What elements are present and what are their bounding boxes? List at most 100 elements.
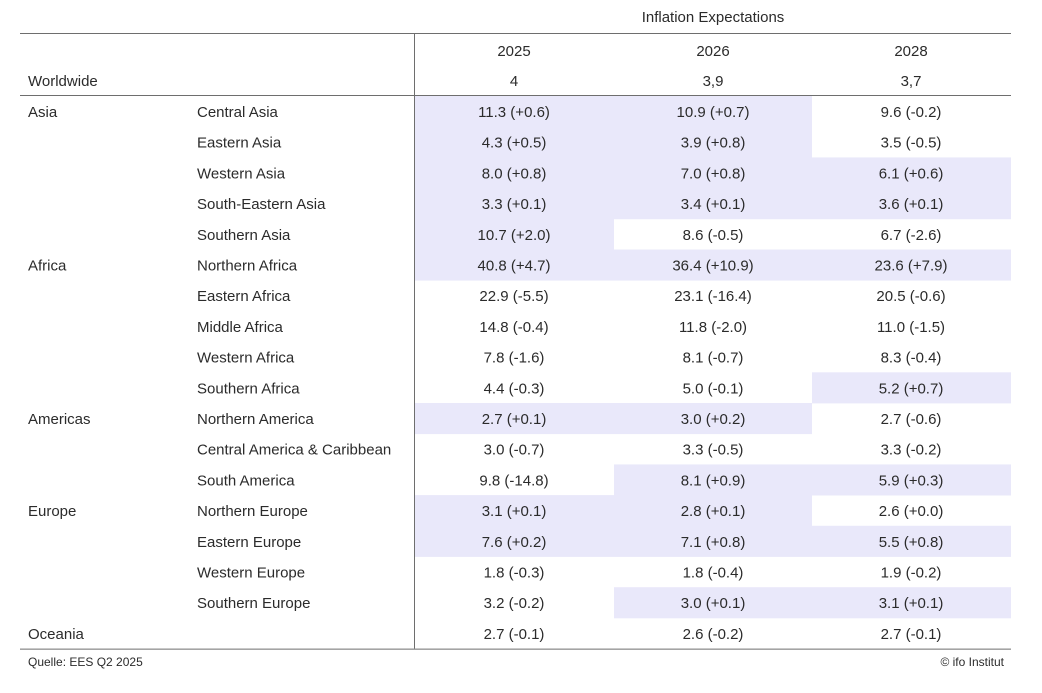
value-cell: 23.1 (-16.4) [674,288,752,305]
table-row: Africa Northern Africa 40.8 (+4.7) 36.4 (+1… [28,258,947,275]
value-cell: 6.7 (-2.6) [881,227,942,244]
worldwide-label: Worldwide [28,73,98,90]
subregion-label: Southern Asia [197,227,291,244]
value-cell: 7.6 (+0.2) [482,534,547,551]
value-cell: 3.0 (+0.2) [681,411,746,428]
highlight-cell [415,96,614,128]
highlight-cell [415,403,614,435]
table-row: Western Africa 7.8 (-1.6) 8.1 (-0.7) 8.3 (-… [197,350,941,367]
value-cell: 2.6 (-0.2) [683,626,744,643]
table-row: Middle Africa 14.8 (-0.4) 11.8 (-2.0) 11.0 … [197,319,945,336]
subregion-label: Western Asia [197,165,286,182]
source-note: Quelle: EES Q2 2025 [28,655,143,669]
highlight-cell [415,126,614,158]
table-row: South America 9.8 (-14.8) 8.1 (+0.9) 5.9 (+… [197,472,943,489]
value-cell: 8.1 (-0.7) [683,350,744,367]
highlight-cell [812,372,1011,404]
highlight-cell [614,157,812,189]
value-cell: 10.9 (+0.7) [677,104,750,121]
value-cell: 4.4 (-0.3) [484,380,545,397]
highlight-cell [415,495,614,527]
region-label: Asia [28,104,58,121]
value-cell: 23.6 (+7.9) [875,258,948,275]
table-row: Asia Central Asia 11.3 (+0.6) 10.9 (+0.7) 9.… [28,104,941,121]
table-title: Inflation Expectations [642,9,785,26]
table-row: Oceania 2.7 (-0.1) 2.6 (-0.2) 2.7 (-0.1) [28,626,941,643]
value-cell: 3.0 (+0.1) [681,595,746,612]
worldwide-value: 3,7 [901,73,922,90]
value-cell: 1.8 (-0.4) [683,565,744,582]
subregion-label: Central America & Caribbean [197,442,391,459]
value-cell: 9.6 (-0.2) [881,104,942,121]
cell-highlights [415,96,1011,619]
value-cell: 10.7 (+2.0) [478,227,551,244]
table-row: Americas Northern America 2.7 (+0.1) 3.0 (+… [28,411,941,428]
year-header-2026: 2026 [696,43,729,60]
value-cell: 5.2 (+0.7) [879,380,944,397]
table-row: Eastern Europe 7.6 (+0.2) 7.1 (+0.8) 5.5 (+… [197,534,943,551]
value-cell: 6.1 (+0.6) [879,165,944,182]
region-label: Oceania [28,626,85,643]
subregion-label: Eastern Europe [197,534,301,551]
highlight-cell [614,525,812,557]
subregion-label: Eastern Asia [197,135,282,152]
value-cell: 1.9 (-0.2) [881,565,942,582]
region-label: Africa [28,258,67,275]
value-cell: 7.1 (+0.8) [681,534,746,551]
value-cell: 3.5 (-0.5) [881,135,942,152]
subregion-label: Southern Europe [197,595,310,612]
value-cell: 7.0 (+0.8) [681,165,746,182]
subregion-label: Northern Africa [197,258,298,275]
region-label: Europe [28,503,76,520]
value-cell: 40.8 (+4.7) [478,258,551,275]
value-cell: 5.9 (+0.3) [879,472,944,489]
highlight-cell [415,157,614,189]
value-cell: 14.8 (-0.4) [479,319,548,336]
value-cell: 3.4 (+0.1) [681,196,746,213]
value-cell: 8.0 (+0.8) [482,165,547,182]
table-rules [20,33,1011,650]
worldwide-value: 3,9 [703,73,724,90]
highlight-cell [614,495,812,527]
highlight-cell [614,464,812,496]
value-cell: 3.3 (-0.5) [683,442,744,459]
table-body: Asia Central Asia 11.3 (+0.6) 10.9 (+0.7) 9.… [28,104,947,643]
subregion-label: Eastern Africa [197,288,291,305]
table-row: Europe Northern Europe 3.1 (+0.1) 2.8 (+0.1… [28,503,943,520]
value-cell: 4.3 (+0.5) [482,135,547,152]
value-cell: 3.3 (+0.1) [482,196,547,213]
value-cell: 3.0 (-0.7) [484,442,545,459]
subregion-label: Central Asia [197,104,279,121]
subregion-label: Western Africa [197,350,295,367]
value-cell: 11.3 (+0.6) [478,104,550,121]
highlight-cell [415,218,614,250]
worldwide-value: 4 [510,73,518,90]
value-cell: 8.1 (+0.9) [681,472,746,489]
value-cell: 8.3 (-0.4) [881,350,942,367]
worldwide-values: 4 3,9 3,7 [510,73,922,90]
highlight-cell [614,587,812,619]
value-cell: 8.6 (-0.5) [683,227,744,244]
table-row: South-Eastern Asia 3.3 (+0.1) 3.4 (+0.1) 3.… [197,196,943,213]
value-cell: 2.8 (+0.1) [681,503,746,520]
region-label: Americas [28,411,91,428]
highlight-cell [415,525,614,557]
value-cell: 2.7 (-0.1) [881,626,942,643]
highlight-cell [614,96,812,128]
highlight-cell [812,525,1011,557]
highlight-cell [415,188,614,220]
value-cell: 2.6 (+0.0) [879,503,944,520]
value-cell: 36.4 (+10.9) [672,258,753,275]
highlight-cell [415,249,614,281]
subregion-label: Northern America [197,411,314,428]
subregion-label: South-Eastern Asia [197,196,326,213]
value-cell: 11.8 (-2.0) [679,319,747,336]
highlight-cell [614,249,812,281]
year-headers: 2025 2026 2028 [497,43,927,60]
value-cell: 1.8 (-0.3) [484,565,545,582]
subregion-label: South America [197,472,295,489]
value-cell: 20.5 (-0.6) [876,288,945,305]
value-cell: 3.9 (+0.8) [681,135,746,152]
value-cell: 3.2 (-0.2) [484,595,545,612]
value-cell: 3.6 (+0.1) [879,196,944,213]
